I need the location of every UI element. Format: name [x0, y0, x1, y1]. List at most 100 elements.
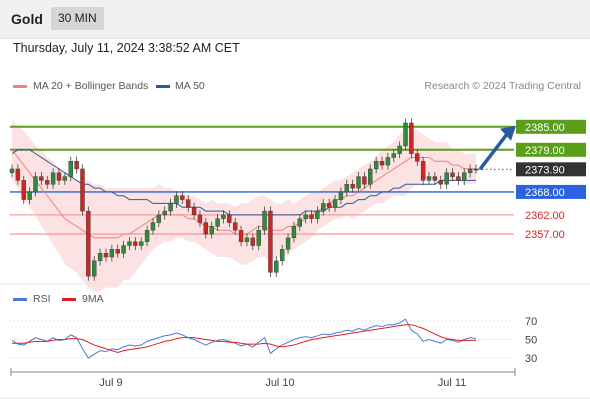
pivot-2368-label: 2368.00: [525, 187, 565, 199]
candle-12: [80, 168, 85, 212]
support-2357-label: 2357.00: [525, 229, 565, 241]
rsi-tick-50: 50: [525, 335, 537, 347]
candle-63: [379, 161, 385, 166]
rsi-line: [11, 318, 477, 359]
candle-7: [50, 172, 56, 185]
candle-77: [462, 172, 467, 181]
candle-67: [403, 122, 408, 147]
candle-3: [27, 191, 32, 200]
ma50-legend-label: MA 50: [175, 80, 205, 92]
candle-45: [274, 260, 279, 273]
candle-11: [74, 161, 79, 170]
support-2362-label: 2362.00: [525, 210, 565, 222]
candle-29: [180, 195, 185, 200]
candle-55: [332, 199, 338, 208]
candle-60: [362, 176, 367, 185]
candle-53: [321, 203, 326, 212]
candle-6: [45, 180, 50, 185]
candle-42: [256, 230, 261, 246]
candle-26: [162, 210, 167, 216]
candle-40: [244, 237, 250, 242]
candle-1: [15, 168, 21, 181]
timestamp: Thursday, July 11, 2024 3:38:52 AM CET: [13, 41, 240, 55]
candle-73: [438, 180, 443, 185]
candle-28: [174, 195, 179, 204]
research-credit: Research © 2024 Trading Central: [424, 80, 581, 92]
x-tick-label-1: Jul 10: [265, 377, 294, 389]
candle-61: [368, 168, 373, 185]
candle-17: [109, 249, 115, 258]
candle-48: [291, 226, 297, 239]
rsi-legend-label: RSI: [33, 293, 51, 305]
candle-46: [279, 249, 285, 262]
candle-74: [444, 172, 449, 185]
candle-34: [209, 226, 214, 235]
x-tick-label-2: Jul 11: [438, 377, 467, 389]
candle-10: [68, 161, 73, 177]
candle-16: [103, 252, 109, 258]
header-bar: Gold 30 MIN: [0, 0, 590, 39]
candle-66: [397, 145, 402, 154]
candle-64: [385, 157, 391, 166]
candle-59: [356, 176, 361, 189]
candle-71: [426, 176, 432, 181]
rsi-ma9-line: [12, 324, 476, 353]
current-price-label-bg: [516, 162, 586, 177]
candle-18: [115, 249, 120, 254]
resistance-2379-label: 2379.00: [525, 145, 565, 157]
resistance-2385-label: 2385.00: [525, 122, 565, 134]
candle-70: [420, 161, 426, 181]
current-price-label: 2373.90: [525, 164, 565, 176]
ma9-legend-label: 9MA: [82, 293, 104, 305]
ma50-line: [11, 149, 476, 216]
candle-57: [344, 184, 349, 193]
candle-19: [121, 245, 126, 254]
candle-39: [238, 230, 244, 242]
candle-23: [144, 230, 150, 242]
candle-24: [150, 222, 156, 231]
candle-49: [297, 218, 302, 227]
ma20-legend-label: MA 20 + Bollinger Bands: [33, 80, 149, 92]
candle-31: [191, 207, 197, 216]
pivot-2368-label-bg: [516, 184, 586, 199]
forecast-arrow-shaft: [478, 131, 510, 171]
candle-27: [168, 203, 173, 212]
candle-36: [221, 214, 226, 219]
candle-44: [268, 210, 273, 273]
candle-56: [338, 191, 344, 200]
x-tick-label-0: Jul 9: [99, 377, 122, 389]
candle-41: [250, 237, 256, 246]
candle-76: [456, 176, 461, 181]
candle-38: [232, 222, 238, 231]
ma50-swatch: [156, 85, 170, 88]
candle-15: [97, 252, 103, 262]
candle-79: [473, 168, 479, 171]
timeframe-button[interactable]: 30 MIN: [51, 7, 104, 30]
candle-25: [156, 214, 162, 223]
ma20-swatch: [13, 85, 27, 88]
candle-0: [9, 168, 15, 173]
rsi-tick-70: 70: [525, 316, 537, 328]
candle-9: [62, 176, 68, 181]
candle-14: [92, 260, 97, 277]
candle-75: [450, 172, 455, 177]
candle-69: [415, 153, 420, 162]
candle-62: [373, 161, 379, 170]
candle-51: [309, 214, 314, 219]
candle-4: [33, 176, 38, 193]
candle-43: [262, 210, 267, 231]
candle-32: [197, 214, 203, 223]
resistance-2379-label-bg: [516, 142, 586, 157]
candle-5: [39, 176, 44, 181]
candle-33: [203, 222, 209, 235]
candle-68: [409, 122, 414, 154]
candle-21: [133, 241, 138, 246]
ma9-swatch: [62, 298, 76, 301]
candle-65: [391, 153, 396, 158]
instrument-title: Gold: [11, 11, 43, 27]
candle-13: [86, 210, 91, 277]
rsi-tick-30: 30: [525, 353, 537, 365]
candle-50: [303, 214, 308, 219]
candle-37: [227, 214, 232, 223]
